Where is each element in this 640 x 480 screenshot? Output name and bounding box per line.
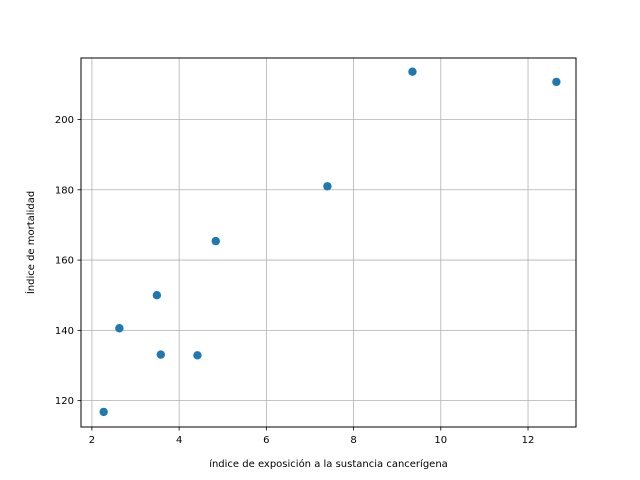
x-axis-label: índice de exposición a la sustancia canc… [209,458,448,470]
y-tick-label: 160 [55,256,74,267]
x-tick-label: 6 [263,435,269,446]
data-point [408,67,417,76]
data-points [99,67,561,417]
data-point [99,407,108,417]
x-tick-label: 8 [350,435,356,446]
data-point [152,291,162,300]
y-tick-label: 140 [55,326,74,337]
x-tick-label: 2 [89,435,95,446]
y-tick-label: 200 [55,115,74,126]
data-point [211,236,220,246]
data-point [156,350,166,359]
data-point [115,324,124,333]
y-axis-label: Índice de mortalidad [24,191,37,294]
x-tick-label: 10 [434,435,447,446]
data-point [193,351,202,360]
y-tick-label: 120 [55,396,74,407]
axis-ticks: 2 4 6 8 10 12 120 140 160 180 200 [55,115,534,446]
y-tick-label: 180 [55,185,74,196]
data-point [552,77,561,87]
grid [81,58,576,427]
x-tick-label: 4 [176,435,182,446]
data-point [323,182,332,191]
x-tick-label: 12 [522,435,535,446]
plot-area-frame [80,57,577,428]
